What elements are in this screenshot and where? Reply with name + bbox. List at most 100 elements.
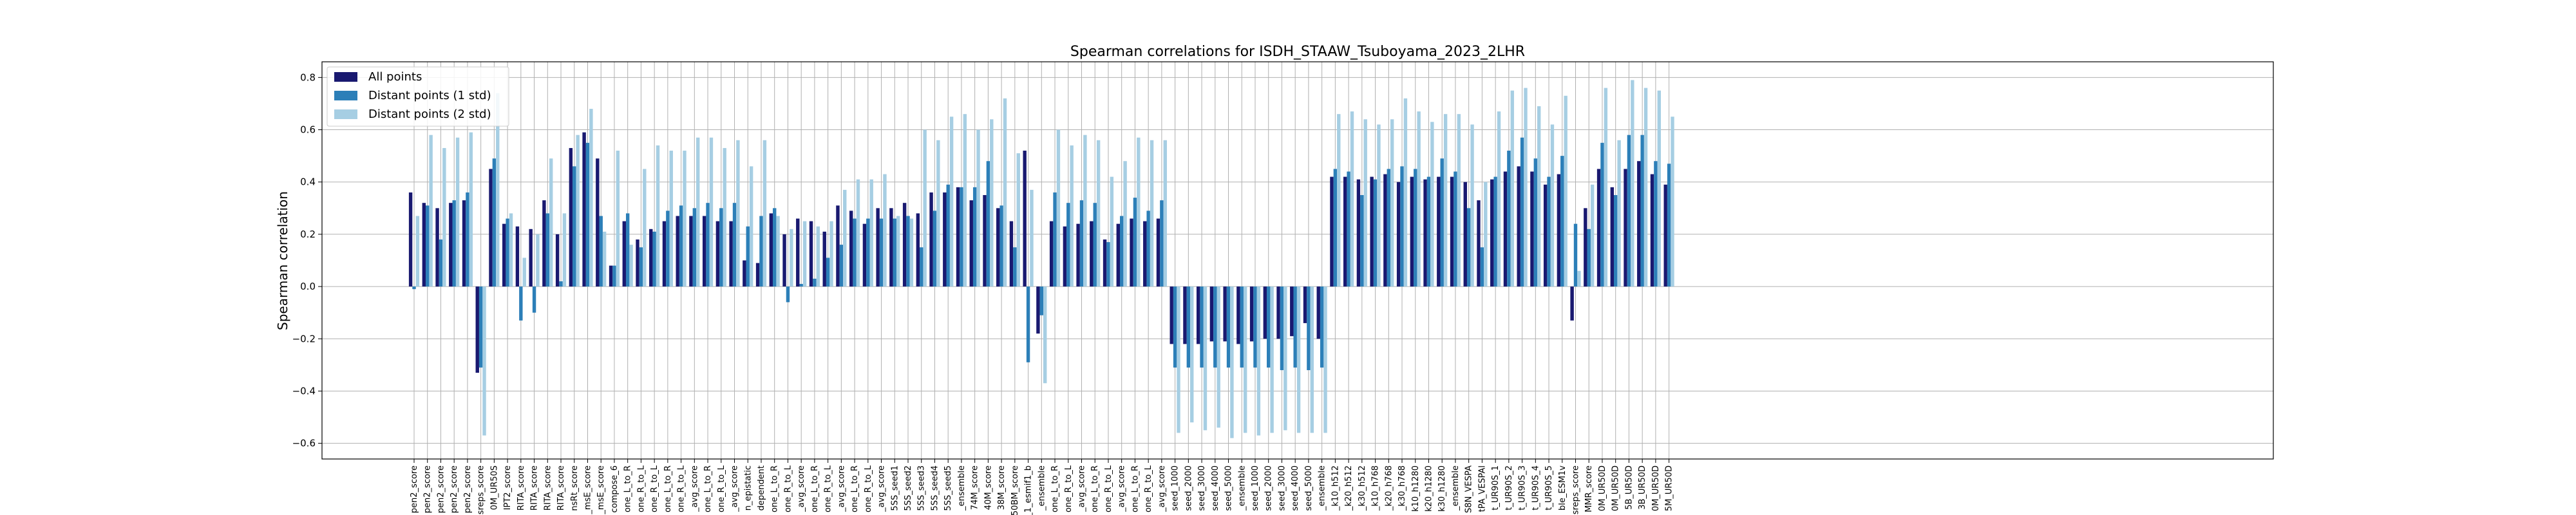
bar-series-0 bbox=[1223, 286, 1227, 342]
axes bbox=[321, 61, 2274, 460]
bar-series-1 bbox=[813, 278, 817, 287]
bar-series-2 bbox=[1310, 286, 1314, 433]
bar-series-1 bbox=[1480, 247, 1484, 287]
bar-series-2 bbox=[1177, 286, 1180, 433]
x-tick-label: 5B_UR50D bbox=[1624, 465, 1634, 510]
bar-series-1 bbox=[1387, 169, 1390, 287]
x-tick-label: seed_2000 bbox=[1264, 465, 1274, 511]
bar-series-0 bbox=[715, 221, 720, 287]
bar-series-2 bbox=[1631, 80, 1634, 287]
bar-series-0 bbox=[862, 223, 867, 287]
bar-series-1 bbox=[439, 239, 443, 287]
x-tick-label: one_R_to_L bbox=[650, 465, 659, 512]
legend: All points Distant points (1 std) Distan… bbox=[327, 66, 509, 127]
x-tick-label: 0M_UR50D bbox=[1611, 465, 1621, 511]
bar-series-0 bbox=[876, 208, 880, 287]
bar-series-0 bbox=[1596, 169, 1601, 287]
bar-series-2 bbox=[1617, 140, 1621, 287]
bar-series-0 bbox=[809, 221, 813, 287]
bar-series-2 bbox=[776, 216, 780, 287]
bar-series-0 bbox=[1303, 286, 1307, 323]
x-tick-label: sreps_score bbox=[477, 465, 486, 514]
bar-series-1 bbox=[1160, 200, 1164, 287]
bar-series-0 bbox=[662, 221, 667, 287]
x-tick-label: k20_h1280 bbox=[1424, 465, 1434, 512]
x-tick-label: sreps_score bbox=[1571, 465, 1581, 514]
bar-series-2 bbox=[896, 216, 900, 287]
bar-series-0 bbox=[1437, 176, 1441, 287]
bar-series-0 bbox=[1170, 286, 1173, 344]
bar-series-0 bbox=[916, 213, 920, 287]
bar-series-2 bbox=[415, 216, 420, 287]
x-tick-label: 5SS_seed1 bbox=[890, 465, 900, 511]
x-tick-label: one_R_to_L bbox=[717, 465, 726, 512]
bar-series-2 bbox=[936, 140, 940, 287]
bar-series-2 bbox=[656, 145, 660, 287]
bar-series-0 bbox=[1477, 200, 1481, 287]
bar-series-0 bbox=[1276, 286, 1280, 339]
x-tick-label: RITA_score bbox=[556, 465, 566, 510]
bar-series-0 bbox=[782, 234, 786, 287]
bar-series-2 bbox=[602, 231, 607, 287]
bar-series-2 bbox=[683, 151, 687, 287]
legend-box bbox=[327, 66, 509, 127]
bar-series-1 bbox=[1573, 223, 1578, 287]
x-tick-label: _avg_score bbox=[1157, 465, 1167, 512]
x-tick-label: 40M_score bbox=[983, 465, 993, 510]
bar-series-2 bbox=[1657, 90, 1661, 287]
bar-series-0 bbox=[542, 200, 546, 287]
bar-series-2 bbox=[949, 117, 954, 287]
bar-series-1 bbox=[1533, 158, 1538, 287]
x-tick-label: t_UR90S_4 bbox=[1531, 465, 1540, 510]
x-tick-label: k30_h1280 bbox=[1437, 465, 1447, 512]
bar-series-1 bbox=[1600, 142, 1604, 287]
bar-series-2 bbox=[1550, 124, 1555, 287]
x-tick-label: one_L_to_R bbox=[810, 465, 820, 512]
bar-series-2 bbox=[1350, 111, 1354, 287]
bar-series-1 bbox=[866, 218, 870, 287]
bar-series-1 bbox=[1119, 216, 1124, 287]
x-tick-label: one_L_to_R bbox=[663, 465, 673, 512]
bar-series-1 bbox=[1333, 169, 1338, 287]
legend-swatch-distant-2std bbox=[334, 109, 357, 119]
bar-series-0 bbox=[1637, 161, 1641, 287]
bar-series-2 bbox=[1564, 95, 1567, 287]
bar-series-1 bbox=[1039, 286, 1044, 315]
bar-series-0 bbox=[1450, 176, 1454, 287]
bar-series-2 bbox=[1190, 286, 1194, 423]
x-tick-label: S8N_VESPA bbox=[1464, 465, 1474, 513]
y-tick-label: −0.2 bbox=[292, 333, 316, 344]
bar-series-1 bbox=[519, 286, 523, 321]
x-tick-label: _ensemble bbox=[1037, 465, 1046, 511]
bar-series-1 bbox=[1454, 171, 1457, 287]
bar-series-2 bbox=[1510, 90, 1514, 287]
bar-series-1 bbox=[1440, 158, 1444, 287]
bar-series-2 bbox=[762, 140, 767, 287]
bar-series-2 bbox=[522, 258, 526, 287]
bar-series-0 bbox=[1209, 286, 1214, 342]
bar-series-2 bbox=[1403, 98, 1408, 287]
x-tick-label: seed_4000 bbox=[1211, 465, 1220, 511]
x-tick-label: nsRt_score bbox=[570, 465, 580, 511]
x-tick-label: _msE_score bbox=[596, 465, 606, 515]
bar-series-1 bbox=[732, 203, 737, 287]
bar-series-1 bbox=[920, 247, 923, 287]
bar-series-1 bbox=[1267, 286, 1271, 368]
bar-series-1 bbox=[1106, 242, 1110, 287]
bar-series-0 bbox=[1036, 286, 1040, 334]
x-tick-label: one_L_to_R bbox=[1090, 465, 1100, 512]
bar-series-2 bbox=[1230, 286, 1234, 438]
bar-series-0 bbox=[475, 286, 479, 373]
x-tick-label: _avg_score bbox=[837, 465, 846, 512]
bar-series-2 bbox=[723, 147, 726, 287]
bar-series-2 bbox=[1096, 140, 1101, 287]
bar-series-2 bbox=[1337, 114, 1341, 287]
bar-series-0 bbox=[622, 221, 626, 287]
bar-series-2 bbox=[1457, 114, 1461, 287]
bar-series-2 bbox=[1110, 176, 1114, 287]
bar-series-1 bbox=[1627, 135, 1631, 287]
bar-series-0 bbox=[1530, 171, 1534, 287]
bar-series-2 bbox=[1497, 111, 1501, 287]
bar-series-2 bbox=[802, 221, 807, 287]
bar-series-2 bbox=[1430, 122, 1434, 287]
